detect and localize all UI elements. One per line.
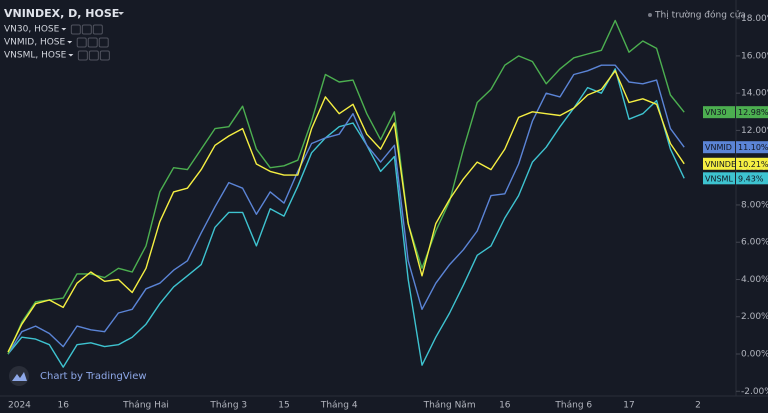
legend-entry[interactable]: VNMID, HOSE: [4, 38, 66, 48]
series-name-label: VNSML: [705, 174, 733, 183]
last-value-box: [736, 106, 768, 119]
last-value-box: [736, 141, 768, 154]
market-status: Thị trường đóng cửa: [654, 10, 746, 21]
x-tick-label: Tháng 4: [320, 401, 358, 411]
watermark-logo: [9, 366, 29, 386]
legend-button[interactable]: [98, 37, 109, 48]
y-tick-label: 2.00%: [741, 312, 768, 322]
x-tick-label: 2: [695, 401, 701, 411]
y-tick-label: 18.00%: [741, 14, 768, 24]
status-dot: [648, 13, 652, 17]
legend-button[interactable]: [77, 50, 88, 61]
last-value-box: [736, 157, 768, 170]
last-value-label: 10.21%: [738, 160, 768, 169]
x-tick-label: 16: [499, 401, 511, 411]
x-tick-label: Tháng 6: [554, 401, 592, 411]
x-tick-label: Tháng Năm: [423, 401, 476, 411]
series-name-box: [703, 106, 735, 119]
series-line: [7, 19, 685, 355]
series-name-label: VNMID: [705, 143, 732, 152]
y-tick-label: 6.00%: [741, 238, 768, 248]
series-line: [7, 70, 685, 353]
legend-entry[interactable]: VNSML, HOSE: [4, 51, 67, 61]
y-tick-label: 16.00%: [741, 51, 768, 61]
legend-button[interactable]: [88, 50, 99, 61]
last-value-label: 11.10%: [738, 143, 768, 152]
y-tick-label: 8.00%: [741, 200, 768, 210]
y-tick-label: 12.00%: [741, 126, 768, 136]
y-tick-label: 0.00%: [741, 350, 768, 360]
title-dropdown[interactable]: [118, 12, 124, 15]
legend-dropdown[interactable]: [68, 54, 74, 57]
chart-title[interactable]: VNINDEX, D, HOSE: [4, 7, 119, 20]
legend-button[interactable]: [70, 24, 81, 35]
watermark[interactable]: Chart by TradingView: [9, 366, 147, 386]
legend-button[interactable]: [76, 37, 87, 48]
legend-button[interactable]: [81, 24, 92, 35]
x-tick-label: 16: [57, 401, 69, 411]
series-name-label: VN30: [705, 108, 727, 117]
series-line: [7, 64, 685, 355]
legend-button[interactable]: [92, 24, 103, 35]
y-tick-label: 4.00%: [741, 275, 768, 285]
x-tick-label: Tháng Hai: [122, 401, 169, 411]
legend-button[interactable]: [99, 50, 110, 61]
watermark-text[interactable]: Chart by TradingView: [40, 371, 147, 382]
x-tick-label: Tháng 3: [209, 401, 247, 411]
x-tick-label: 17: [623, 401, 634, 411]
y-tick-label: -2.00%: [741, 387, 768, 397]
legend-button[interactable]: [87, 37, 98, 48]
x-tick-label: 2024: [8, 401, 31, 411]
series-name-box: [703, 172, 735, 185]
y-tick-label: 14.00%: [741, 89, 768, 99]
last-value-label: 12.98%: [738, 108, 768, 117]
x-tick-label: 15: [278, 401, 289, 411]
legend-dropdown[interactable]: [61, 28, 67, 31]
series-name-box: [703, 141, 735, 154]
last-value-label: 9.43%: [738, 174, 764, 183]
last-value-box: [736, 172, 768, 185]
watermark-icon: [12, 372, 27, 381]
series-name-label: VNINDEX: [705, 160, 742, 169]
legend-entry[interactable]: VN30, HOSE: [4, 25, 60, 35]
legend-dropdown[interactable]: [67, 41, 73, 44]
series-name-box: [703, 157, 735, 170]
